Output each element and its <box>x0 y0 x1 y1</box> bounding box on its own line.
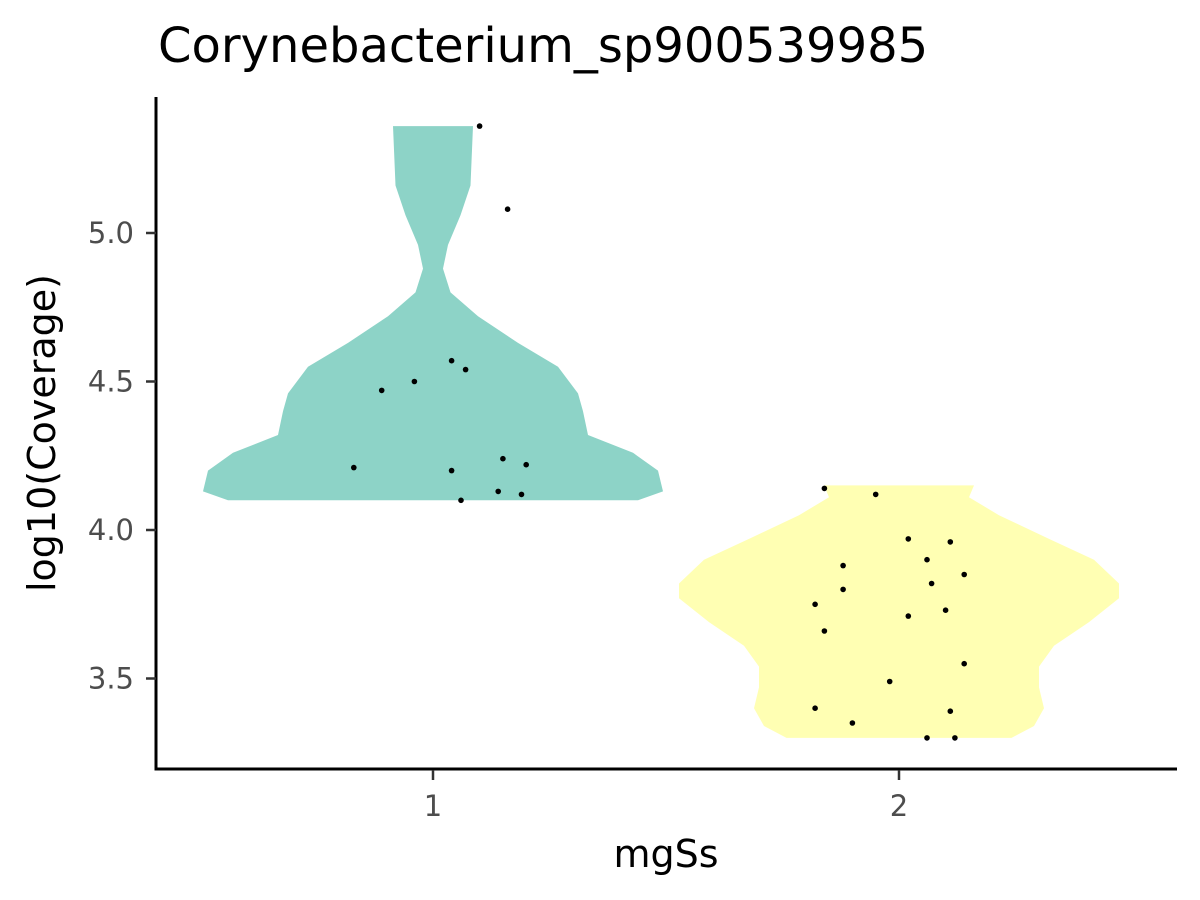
data-point <box>849 720 856 726</box>
data-point <box>378 387 385 394</box>
x-axis-title: mgSs <box>613 832 718 876</box>
x-tick-label: 2 <box>890 789 908 823</box>
data-point <box>947 708 954 714</box>
data-point <box>947 539 954 545</box>
data-point <box>924 735 930 741</box>
data-point <box>500 455 506 462</box>
data-point <box>961 571 967 578</box>
data-point <box>942 607 949 613</box>
data-point <box>462 366 469 373</box>
x-tick-label: 1 <box>424 789 442 823</box>
data-point <box>821 485 828 492</box>
data-point <box>928 580 935 587</box>
data-point <box>458 497 464 504</box>
y-axis-title: log10(Coverage) <box>20 274 64 592</box>
data-point <box>411 378 418 385</box>
data-point <box>495 488 502 495</box>
data-point <box>523 461 529 468</box>
data-point <box>821 628 828 634</box>
data-point <box>812 705 818 711</box>
violin-1 <box>203 126 663 501</box>
y-ticks: 3.5 4.0 4.5 5.0 <box>88 216 156 696</box>
y-tick-label: 5.0 <box>88 216 134 250</box>
data-point <box>924 556 930 563</box>
data-point <box>504 206 511 212</box>
y-tick-label: 3.5 <box>88 662 134 696</box>
data-point <box>812 601 818 608</box>
data-point <box>448 357 455 364</box>
data-point <box>351 464 357 471</box>
violin-layer <box>203 126 1119 738</box>
data-point <box>840 586 846 593</box>
data-point <box>448 467 455 474</box>
data-point <box>961 660 967 667</box>
data-point <box>476 123 483 129</box>
data-point <box>840 562 846 569</box>
data-point <box>886 678 893 685</box>
y-tick-label: 4.5 <box>88 365 134 399</box>
data-point <box>905 536 912 542</box>
points-layer <box>351 123 967 741</box>
data-point <box>518 491 525 498</box>
data-point <box>872 491 879 498</box>
data-point <box>905 613 912 619</box>
data-point <box>952 735 958 741</box>
y-tick-label: 4.0 <box>88 513 134 547</box>
chart-title: Corynebacterium_sp900539985 <box>158 18 928 74</box>
violin-2 <box>679 485 1119 738</box>
